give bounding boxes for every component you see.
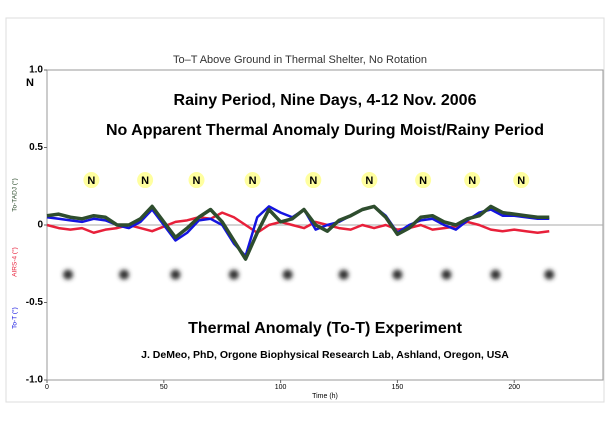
n-marker-bg [305,172,322,189]
legend-label: To-T (°) [11,307,19,329]
n-marker-label: N [365,175,373,187]
y-tick-label: -1.0 [26,375,44,386]
n-marker-label: N [517,175,525,187]
n-marker-bg [244,172,261,189]
night-marker [441,269,452,280]
n-marker-bg [464,172,481,189]
x-tick-label: 50 [160,384,168,391]
night-marker [63,269,74,280]
x-axis-label: Time (h) [312,393,338,400]
chart-title: To–T Above Ground in Thermal Shelter, No… [173,54,427,66]
annotation: J. DeMeo, PhD, Orgone Biophysical Resear… [141,349,509,361]
night-marker [490,269,501,280]
legend-label: To-TADJ (°) [11,178,19,212]
night-marker [119,269,130,280]
n-marker-label: N [309,175,317,187]
n-marker-bg [188,172,205,189]
y-tick-label: 0.5 [29,142,43,153]
night-marker [338,269,349,280]
n-marker-label: N [419,175,427,187]
y-tick-label: 1.0 [29,65,43,76]
series-line [46,204,550,261]
night-marker [392,269,403,280]
frame [5,17,605,403]
x-tick-label: 100 [275,384,287,391]
y-note: N [26,77,34,89]
x-tick-label: 150 [392,384,404,391]
n-marker-label: N [87,175,95,187]
night-marker [544,269,555,280]
night-marker [170,269,181,280]
n-marker-label: N [468,175,476,187]
n-marker-label: N [193,175,201,187]
y-tick-label: -0.5 [26,297,44,308]
n-marker-bg [415,172,432,189]
legend-label: AIRS-4 (°) [11,247,19,277]
night-marker [228,269,239,280]
n-marker-bg [513,172,530,189]
x-tick-label: 200 [508,384,520,391]
x-tick-label: 0 [45,384,49,391]
annotation: No Apparent Thermal Anomaly During Moist… [106,122,544,139]
night-marker [282,269,293,280]
n-marker-bg [361,172,378,189]
annotation: Thermal Anomaly (To-T) Experiment [188,320,462,337]
annotation: Rainy Period, Nine Days, 4-12 Nov. 2006 [174,92,477,109]
n-marker-label: N [249,175,257,187]
n-marker-label: N [141,175,149,187]
n-marker-bg [83,172,100,189]
y-tick-label: 0 [37,220,43,231]
n-marker-bg [137,172,154,189]
